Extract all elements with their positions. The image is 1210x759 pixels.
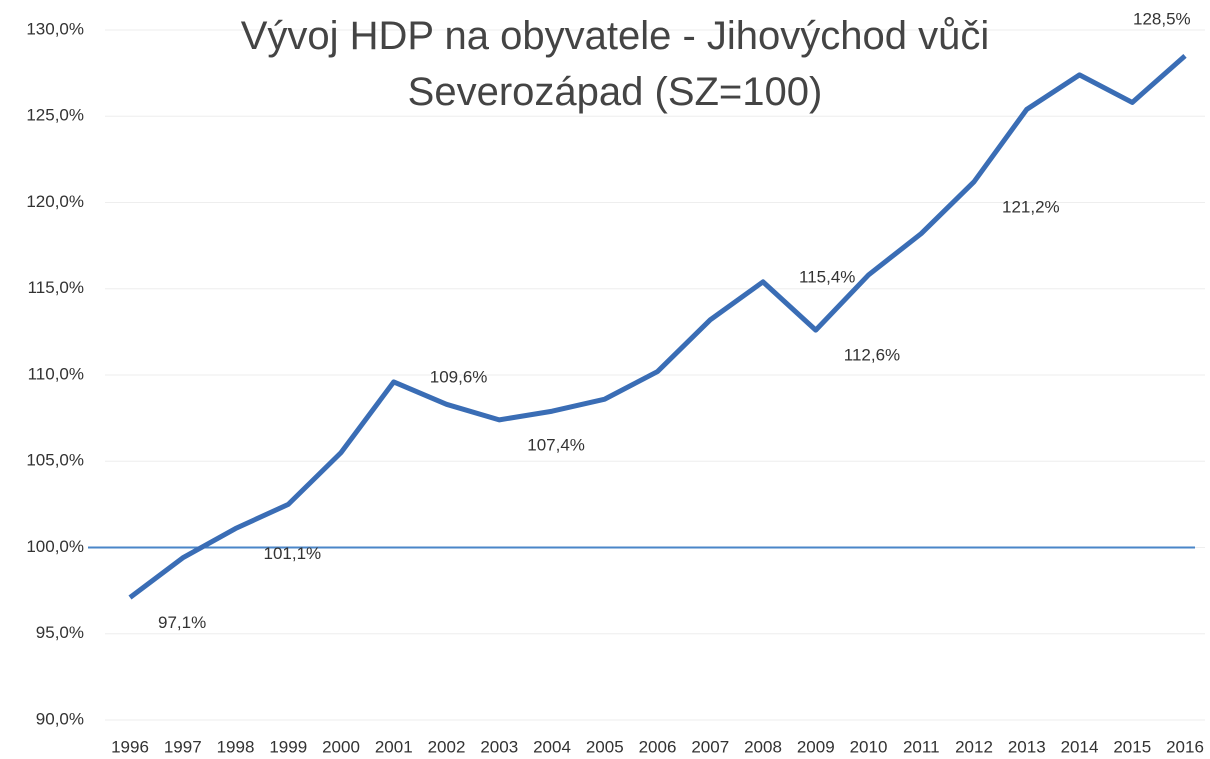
x-tick-label: 2002 <box>428 737 466 756</box>
x-tick-label: 2011 <box>903 737 940 756</box>
x-tick-label: 2013 <box>1008 737 1046 756</box>
x-tick-label: 1996 <box>111 737 149 756</box>
y-tick-label: 100,0% <box>26 537 84 556</box>
y-tick-label: 125,0% <box>26 106 84 125</box>
line-series <box>128 54 1187 600</box>
y-tick-label: 95,0% <box>36 623 84 642</box>
y-tick-label: 90,0% <box>36 709 84 728</box>
x-tick-label: 2010 <box>850 737 888 756</box>
y-tick-label: 105,0% <box>26 451 84 470</box>
x-tick-label: 2012 <box>955 737 993 756</box>
data-label: 97,1% <box>158 613 206 632</box>
x-tick-label: 1997 <box>164 737 202 756</box>
x-tick-label: 2005 <box>586 737 624 756</box>
x-tick-label: 2000 <box>322 737 360 756</box>
x-tick-label: 2008 <box>744 737 782 756</box>
data-label: 107,4% <box>527 435 585 454</box>
data-label: 112,6% <box>844 346 900 365</box>
data-label: 121,2% <box>1002 197 1060 216</box>
x-tick-label: 2001 <box>375 737 413 756</box>
data-label: 101,1% <box>264 544 322 563</box>
y-tick-label: 110,0% <box>28 364 84 383</box>
x-tick-label: 2015 <box>1113 737 1151 756</box>
x-tick-label: 2009 <box>797 737 835 756</box>
x-tick-label: 2003 <box>480 737 518 756</box>
chart-title: Vývoj HDP na obyvatele - Jihovýchod vůči… <box>240 14 990 114</box>
x-tick-label: 2016 <box>1166 737 1204 756</box>
x-tick-label: 1998 <box>217 737 255 756</box>
x-tick-label: 1999 <box>269 737 307 756</box>
y-tick-label: 130,0% <box>26 19 84 38</box>
data-label: 115,4% <box>799 267 855 286</box>
x-tick-label: 2007 <box>691 737 729 756</box>
x-tick-label: 2014 <box>1061 737 1099 756</box>
y-tick-label: 120,0% <box>26 192 84 211</box>
x-tick-label: 2006 <box>639 737 677 756</box>
data-label: 109,6% <box>430 367 488 386</box>
data-label: 128,5% <box>1133 9 1191 28</box>
x-tick-label: 2004 <box>533 737 571 756</box>
y-tick-label: 115,0% <box>28 278 84 297</box>
